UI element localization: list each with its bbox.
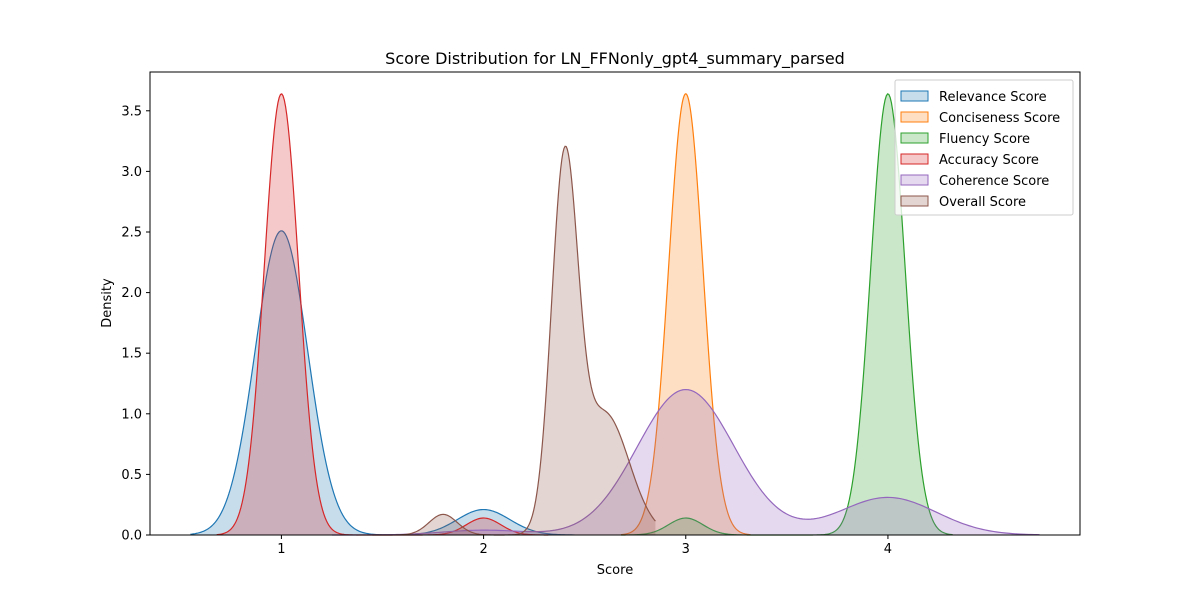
y-tick-label: 1.0: [121, 407, 142, 422]
accuracy-score-legend-label: Accuracy Score: [939, 153, 1039, 168]
plot-area: [190, 93, 1040, 536]
fluency-score-legend-label: Fluency Score: [939, 132, 1030, 147]
conciseness-score-legend-swatch: [900, 111, 929, 123]
overall-score-area: [372, 146, 656, 535]
fluency-score-area: [621, 93, 953, 536]
x-tick-label: 1: [277, 542, 285, 557]
coherence-score-legend-swatch: [900, 174, 929, 186]
relevance-score-legend-swatch: [900, 90, 929, 102]
legend: Relevance Score Conciseness Score Fluency …: [894, 79, 1074, 216]
fluency-score-legend-swatch: [900, 132, 929, 144]
legend-box: [894, 79, 1074, 216]
chart-title: Score Distribution for LN_FFNonly_gpt4_s…: [385, 49, 845, 69]
accuracy-score-legend-swatch: [900, 153, 929, 165]
y-tick-label: 3.5: [121, 104, 142, 119]
y-tick-label: 0.0: [121, 529, 142, 544]
y-axis-label: Density: [100, 278, 115, 328]
conciseness-score-curve: [621, 93, 751, 536]
relevance-score-legend-label: Relevance Score: [939, 90, 1047, 105]
accuracy-score-area: [216, 93, 549, 536]
conciseness-score-legend-label: Conciseness Score: [939, 111, 1060, 126]
y-tick-label: 2.0: [121, 286, 142, 301]
y-tick-label: 2.5: [121, 225, 142, 240]
y-axis: 0.0 0.5 1.0 1.5 2.0 2.5 3.0 3.5: [121, 104, 150, 544]
y-tick-label: 1.5: [121, 347, 142, 362]
y-tick-label: 3.0: [121, 165, 142, 180]
x-tick-label: 3: [682, 542, 690, 557]
x-axis: 1 2 3 4: [277, 535, 892, 557]
overall-score-legend-label: Overall Score: [939, 195, 1026, 210]
conciseness-score-area: [621, 93, 751, 535]
y-tick-label: 0.5: [121, 468, 142, 483]
x-tick-label: 2: [479, 542, 487, 557]
x-axis-label: Score: [597, 563, 633, 578]
axes-frame: [149, 71, 1081, 536]
overall-score-legend-swatch: [900, 195, 929, 207]
relevance-score-area: [190, 230, 575, 536]
coherence-score-area: [331, 389, 1040, 535]
coherence-score-curve: [331, 388, 1040, 536]
coherence-score-legend-label: Coherence Score: [939, 174, 1049, 189]
x-tick-label: 4: [884, 542, 892, 557]
